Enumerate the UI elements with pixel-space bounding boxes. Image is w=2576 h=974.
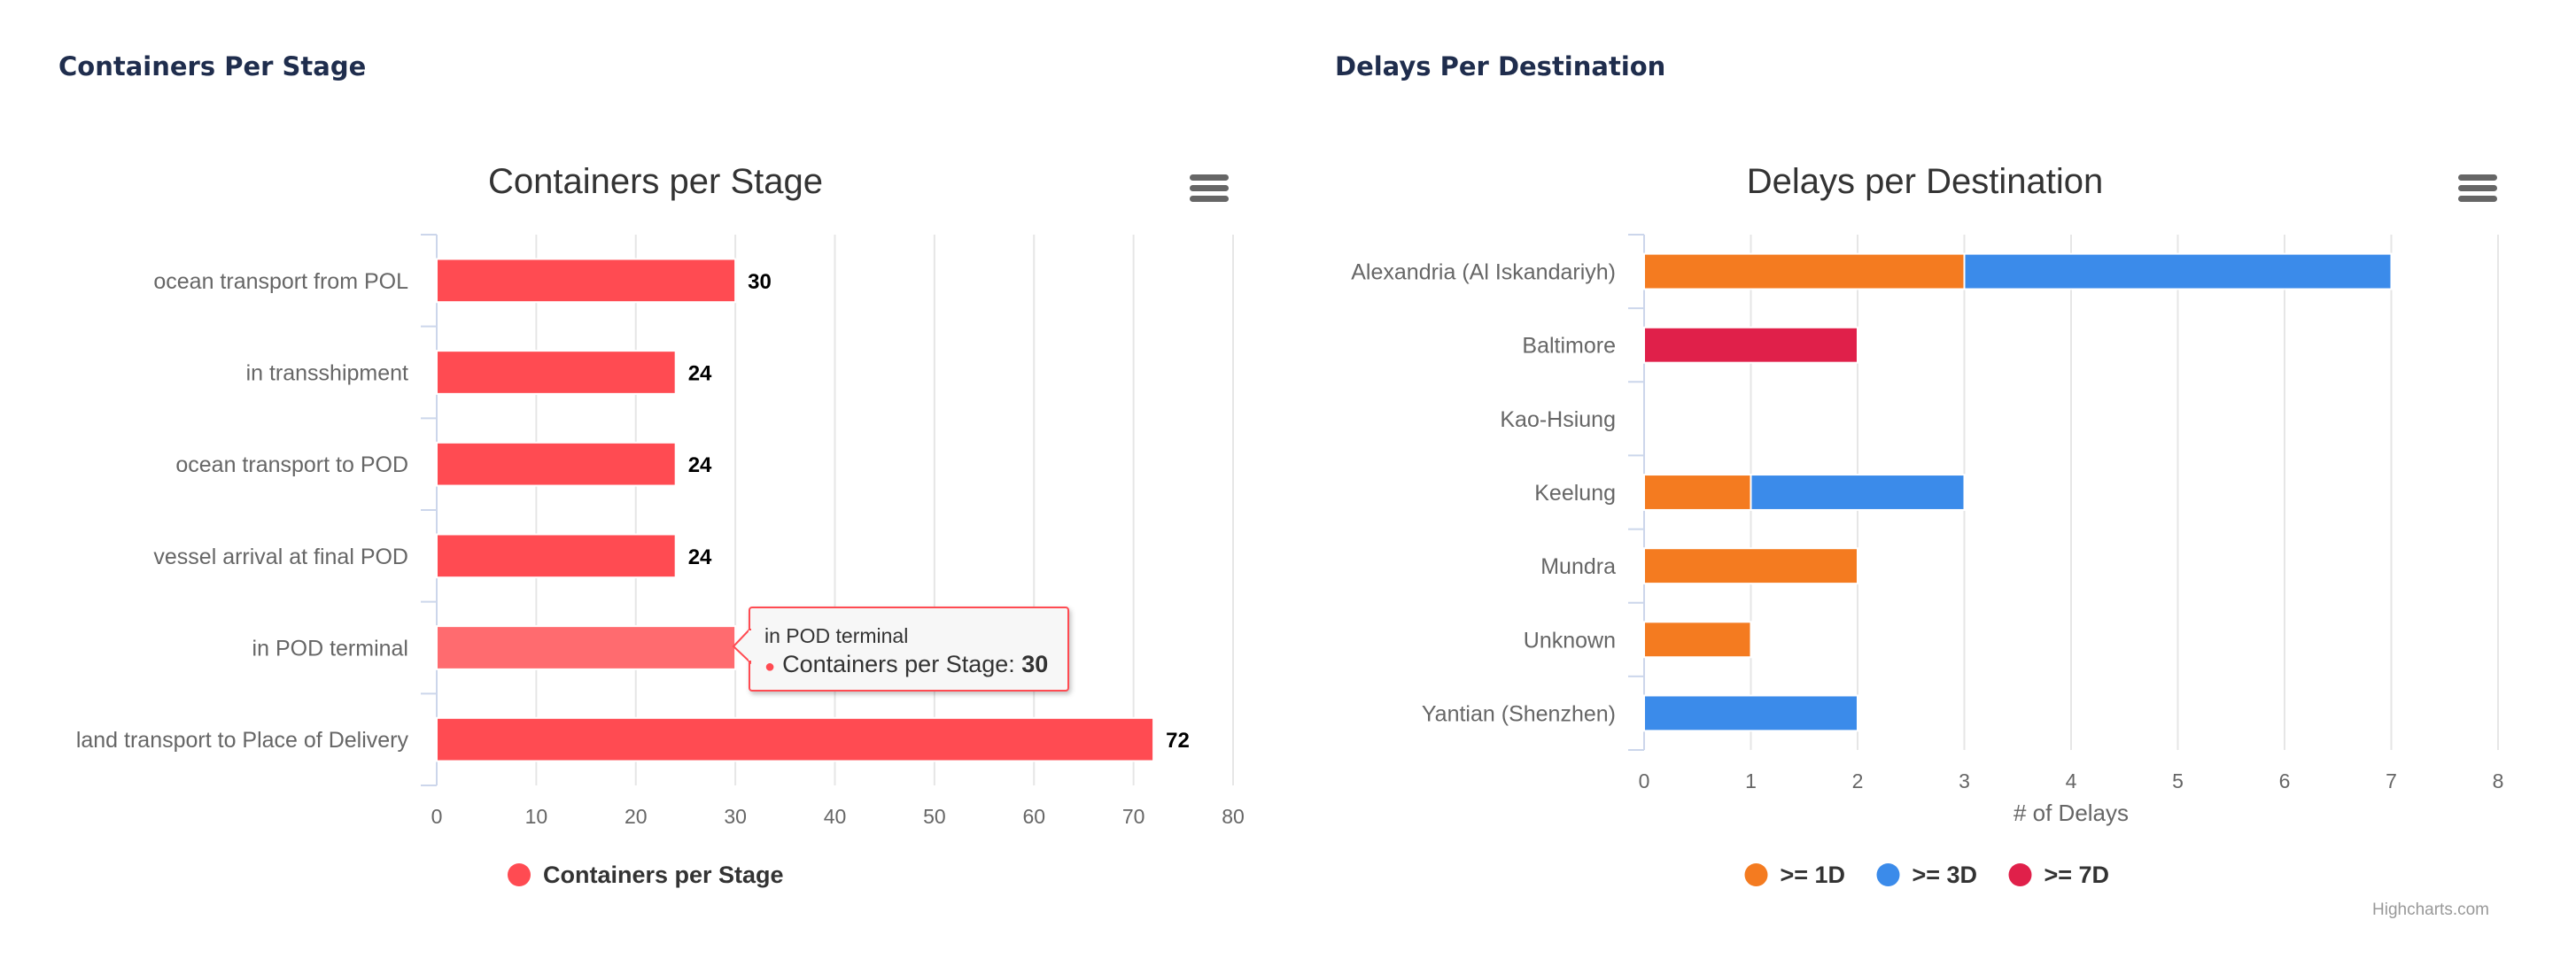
panel-heading: Containers Per Stage [58, 51, 367, 81]
chart-menu-button[interactable] [1190, 174, 1229, 210]
chart-title: Delays per Destination [1747, 162, 2103, 201]
x-tick-label: 5 [2172, 769, 2184, 792]
bar [436, 350, 677, 395]
delays-chart: Delays per Destination 0 1 2 3 4 5 6 7 8 Alexandri… [1351, 162, 2504, 888]
bar-data-label: 72 [1166, 729, 1190, 753]
x-tick-label: 3 [1959, 769, 1970, 792]
bar [1643, 474, 1752, 511]
tooltip-category: in POD terminal [764, 624, 909, 647]
category-label: ocean transport from POL [153, 269, 408, 294]
hamburger-menu-icon [1190, 174, 1229, 181]
containers-panel: Containers Per Stage Containers per Stag… [0, 0, 1284, 974]
chart-title: Containers per Stage [488, 162, 823, 201]
x-tick-label: 20 [625, 805, 648, 828]
category-label: Unknown [1524, 628, 1616, 653]
x-tick-label: 0 [1639, 769, 1650, 792]
bar [436, 533, 677, 579]
legend-item-label: >= 7D [2045, 862, 2110, 888]
legend-item-label: >= 1D [1781, 862, 1846, 888]
x-tick-label: 30 [724, 805, 747, 828]
x-tick-label: 40 [824, 805, 847, 828]
legend-item-label: >= 3D [1913, 862, 1978, 888]
highcharts-credits-link[interactable]: Highcharts.com [2372, 901, 2489, 919]
bar [1643, 326, 1858, 364]
legend-marker [1744, 863, 1768, 886]
x-tick-label: 6 [2279, 769, 2291, 792]
containers-chart: Containers per Stage 0 10 20 30 40 50 60 70 80 oce… [76, 162, 1245, 888]
bar-data-label: 24 [688, 453, 712, 477]
panel-heading: Delays Per Destination [1335, 51, 1666, 81]
tooltip-series-row: ● Containers per Stage: 30 [764, 651, 1048, 678]
tooltip-series-dot: ● [764, 657, 776, 676]
bar [1963, 252, 2393, 290]
category-label: in transshipment [246, 361, 408, 386]
chart-tooltip: in POD terminal ● Containers per Stage: 3… [749, 607, 1069, 692]
x-tick-label: 4 [2066, 769, 2077, 792]
x-tick-label: 0 [431, 805, 443, 828]
bar [1643, 621, 1752, 659]
tooltip-pointer [732, 629, 751, 664]
category-label: Keelung [1534, 481, 1616, 506]
bar [436, 625, 737, 670]
legend-marker [1876, 863, 1900, 886]
bar [436, 258, 737, 304]
bar-data-label: 24 [688, 545, 712, 569]
category-label: in POD terminal [252, 637, 408, 661]
x-tick-label: 80 [1222, 805, 1245, 828]
bar [436, 716, 1155, 762]
bar [1643, 694, 1858, 732]
x-tick-label: 50 [923, 805, 946, 828]
bar [1643, 252, 1966, 290]
x-tick-label: 1 [1745, 769, 1757, 792]
tooltip-series-label: Containers per Stage: [782, 651, 1015, 677]
category-label: ocean transport to POD [175, 452, 408, 477]
legend-marker [508, 863, 531, 886]
category-label: land transport to Place of Delivery [76, 728, 409, 753]
x-tick-label: 2 [1852, 769, 1864, 792]
bar [1643, 547, 1858, 585]
x-tick-label: 70 [1122, 805, 1145, 828]
chart-menu-button[interactable] [2458, 174, 2497, 210]
bar [1750, 474, 1966, 511]
category-label: Yantian (Shenzhen) [1422, 701, 1616, 726]
x-tick-label: 8 [2493, 769, 2504, 792]
category-label: Kao-Hsiung [1500, 407, 1616, 432]
legend-marker [2008, 863, 2032, 886]
bar-data-label: 30 [748, 270, 772, 294]
x-axis-title: # of Delays [2013, 800, 2129, 826]
tooltip-value: 30 [1021, 651, 1049, 677]
hamburger-menu-icon [2458, 174, 2497, 181]
delays-panel: Delays Per Destination Delays per Destin… [1284, 0, 2576, 974]
bar [436, 441, 677, 487]
category-label: vessel arrival at final POD [153, 545, 408, 569]
legend-item-label: Containers per Stage [543, 862, 784, 888]
category-label: Baltimore [1522, 334, 1616, 359]
category-label: Mundra [1540, 554, 1616, 579]
x-tick-label: 60 [1022, 805, 1045, 828]
x-tick-label: 10 [525, 805, 548, 828]
category-label: Alexandria (Al Iskandariyh) [1351, 260, 1616, 285]
x-tick-label: 7 [2386, 769, 2397, 792]
bar-data-label: 24 [688, 362, 712, 386]
